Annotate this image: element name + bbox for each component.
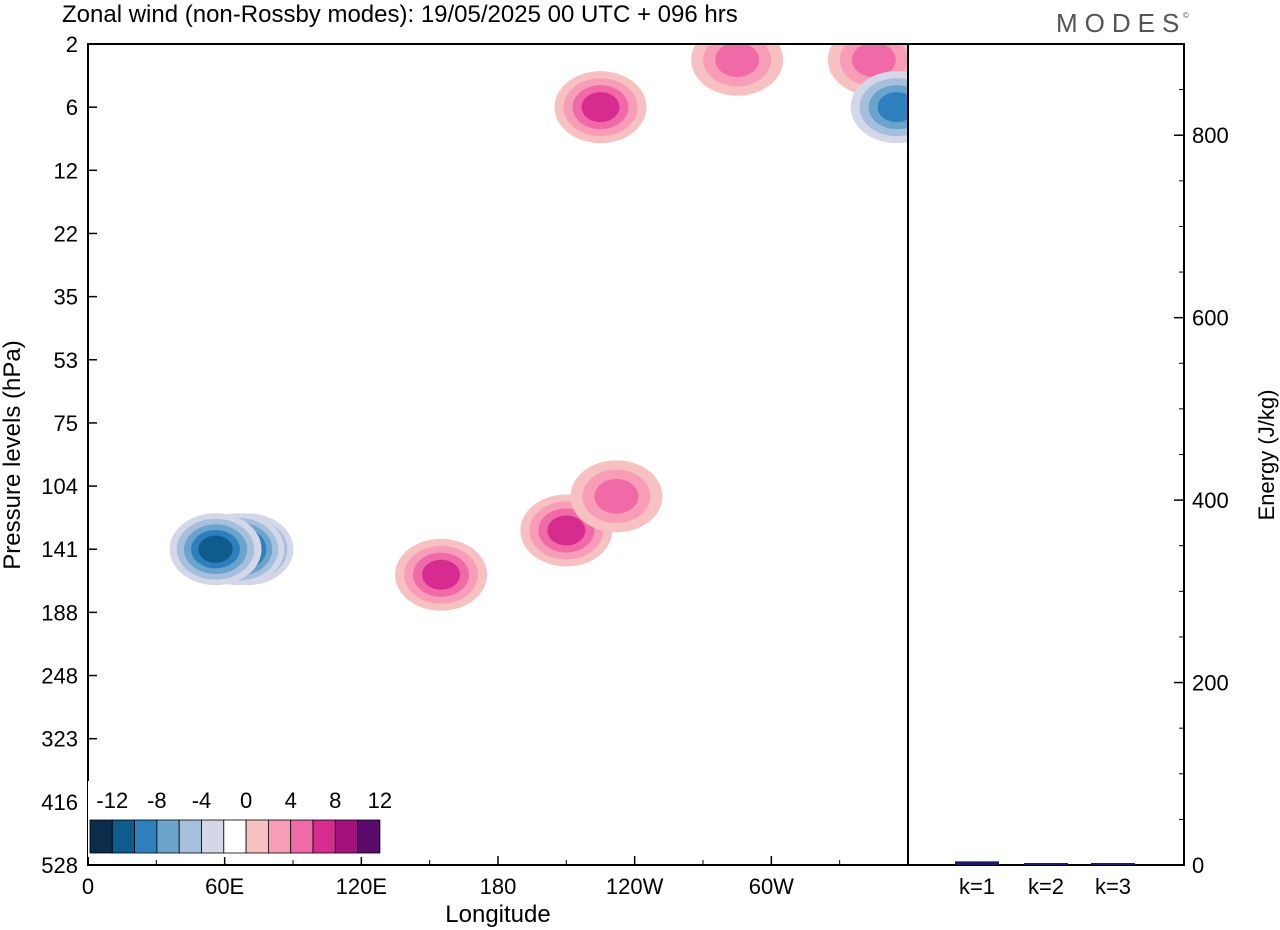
x-tick-label: 60E: [205, 874, 244, 899]
contour-band: [581, 92, 620, 123]
contour-band: [547, 515, 586, 546]
colorbar-tick-label: 8: [329, 788, 341, 813]
y-tick-label: 104: [41, 474, 78, 499]
colorbar-tick-label: 4: [285, 788, 297, 813]
energy-bar-chart: 0 200 400 600 800 k=1 k=2 k=3: [955, 43, 1229, 899]
contour-band: [422, 559, 461, 590]
energy-category-label: k=2: [1028, 874, 1064, 899]
energy-panel-frame: [907, 43, 1185, 866]
colorbar-swatch: [334, 819, 358, 854]
energy-bar: [955, 861, 999, 865]
x-tick-label: 0: [82, 874, 94, 899]
y-tick-label: 75: [54, 411, 78, 436]
y-tick-label: 248: [41, 664, 78, 689]
colorbar-swatch: [201, 819, 225, 854]
x-tick-label: 180: [480, 874, 517, 899]
colorbar-tick-label: -4: [192, 788, 212, 813]
contour-band: [877, 92, 908, 123]
energy-tick-label: 600: [1192, 306, 1229, 331]
chart-title: Zonal wind (non-Rossby modes): 19/05/202…: [62, 1, 738, 28]
contour-feature: [691, 44, 784, 96]
heatmap-plot-area: [88, 44, 908, 865]
colorbar-tick-label: -12: [96, 788, 128, 813]
y-tick-label: 141: [41, 537, 78, 562]
y-tick-label: 6: [66, 95, 78, 120]
energy-axis-label: Energy (J/kg): [1254, 390, 1279, 521]
colorbar-swatch: [89, 819, 113, 854]
x-tick-label: 60W: [749, 874, 794, 899]
energy-tick-label: 400: [1192, 488, 1229, 513]
contour-band: [198, 535, 233, 563]
contour-band: [715, 44, 760, 78]
colorbar-swatch: [312, 819, 336, 854]
y-tick-label: 35: [54, 285, 78, 310]
energy-category-label: k=1: [959, 874, 995, 899]
energy-bar: [1091, 863, 1135, 865]
contour-feature: [554, 71, 647, 144]
colorbar-swatch: [245, 819, 269, 854]
colorbar-tick-label: -8: [147, 788, 167, 813]
y-tick-label: 416: [41, 790, 78, 815]
x-tick-label: 120W: [606, 874, 664, 899]
colorbar-swatch: [357, 819, 381, 854]
colorbar-tick-label: 12: [368, 788, 392, 813]
x-axis-ticks: 0 60E 120E 180 120W 60W: [82, 856, 841, 899]
y-tick-label: 2: [66, 32, 78, 57]
y-tick-label: 323: [41, 727, 78, 752]
colorbar-swatch: [290, 819, 314, 854]
y-tick-label: 188: [41, 600, 78, 625]
colorbar-swatch: [134, 819, 158, 854]
energy-category-label: k=3: [1095, 874, 1131, 899]
colorbar-tick-label: 0: [240, 788, 252, 813]
contour-feature: [850, 71, 908, 144]
contour-feature: [395, 538, 488, 611]
y-tick-label: 53: [54, 348, 78, 373]
y-axis-ticks: 2 6 12 22 35 53 75 104 141 188 248 323 416 528: [41, 32, 97, 878]
x-tick-label: 120E: [336, 874, 387, 899]
brand-copyright-mark: ©: [1183, 11, 1189, 20]
brand-logo: MODES: [1056, 8, 1187, 38]
colorbar: -12 -8 -4 0 4 8 12: [88, 781, 392, 857]
colorbar-swatch: [111, 819, 136, 854]
x-axis-label: Longitude: [445, 901, 550, 928]
colorbar-swatch: [156, 819, 180, 854]
y-axis-label: Pressure levels (hPa): [0, 340, 26, 569]
contour-band: [851, 44, 896, 78]
y-tick-label: 528: [41, 853, 78, 878]
energy-bar: [1024, 863, 1068, 865]
contour-feature: [169, 513, 262, 586]
heatmap-background: [88, 44, 908, 865]
energy-tick-label: 800: [1192, 123, 1229, 148]
colorbar-swatch: [267, 819, 292, 854]
colorbar-swatch: [178, 819, 202, 854]
y-tick-label: 22: [54, 221, 78, 246]
contour-band: [594, 478, 639, 514]
energy-tick-label: 200: [1192, 671, 1229, 696]
energy-tick-label: 0: [1192, 853, 1204, 878]
y-tick-label: 12: [54, 158, 78, 183]
contour-feature: [570, 460, 663, 533]
colorbar-swatch: [223, 819, 247, 854]
